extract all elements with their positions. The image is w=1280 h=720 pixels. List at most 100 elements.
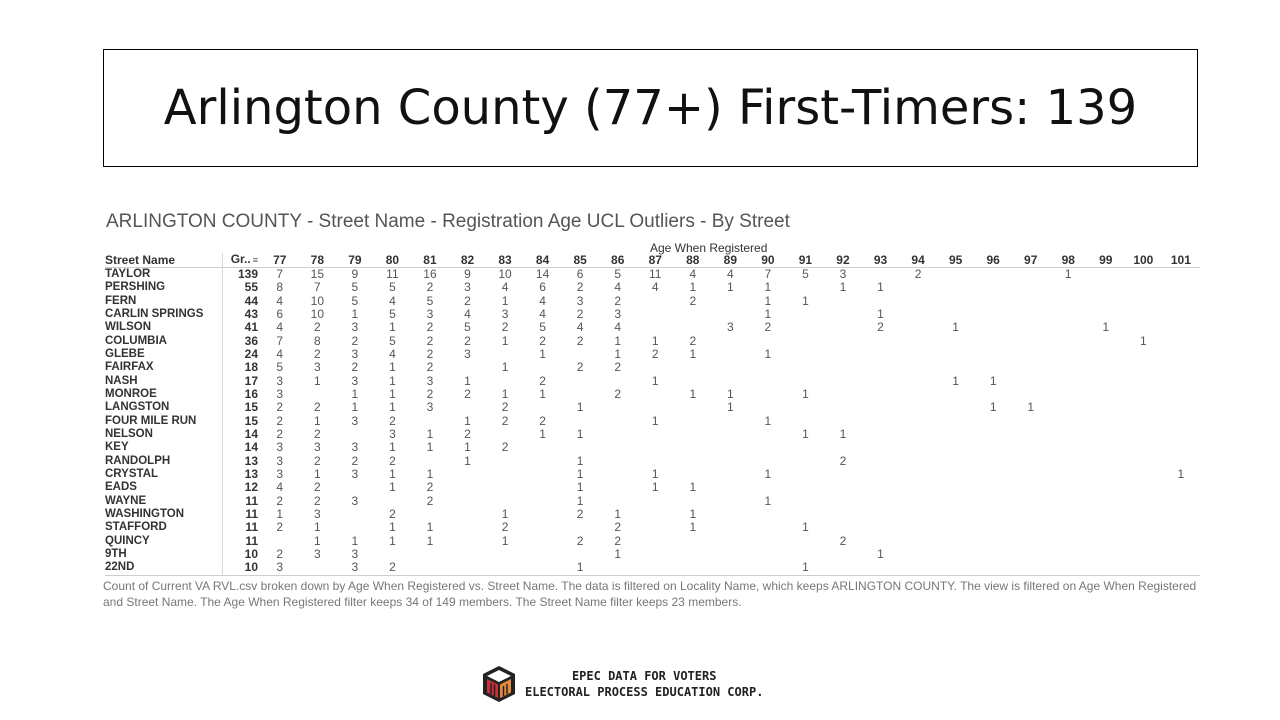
- street-name-cell[interactable]: PERSHING: [105, 281, 166, 294]
- age-header[interactable]: 95: [936, 253, 975, 268]
- street-name-cell[interactable]: COLUMBIA: [105, 334, 167, 347]
- table-row[interactable]: MONROE 16 3 1 1 2 2 1 1 2 1 1 1: [105, 387, 1200, 402]
- street-name-cell[interactable]: FAIRFAX: [105, 361, 154, 374]
- count-cell: [1125, 428, 1163, 441]
- street-name-cell[interactable]: MONROE: [105, 388, 157, 401]
- sort-icon[interactable]: ≡: [252, 255, 258, 265]
- street-name-cell[interactable]: NELSON: [105, 428, 153, 441]
- age-header[interactable]: 94: [899, 253, 937, 268]
- count-cell: 7: [313, 280, 321, 295]
- street-name-cell[interactable]: WAYNE: [105, 494, 147, 507]
- table-row[interactable]: NELSON 14 2 2 3 1 2 1 1 1 1: [105, 427, 1200, 442]
- count-cell: [1125, 308, 1163, 321]
- age-header[interactable]: 86: [598, 253, 637, 268]
- street-name-cell[interactable]: QUINCY: [105, 534, 150, 547]
- table-row[interactable]: FOUR MILE RUN 15 2 1 3 2 1 2 2 1 1: [105, 414, 1200, 428]
- age-header[interactable]: 96: [974, 253, 1012, 268]
- table-row[interactable]: WASHINGTON 11 1 3 2 1 2 1 1: [105, 507, 1200, 522]
- count-cell: [561, 441, 599, 454]
- street-name-cell[interactable]: TAYLOR: [105, 268, 151, 281]
- age-header[interactable]: 77: [261, 253, 299, 268]
- age-header[interactable]: 101: [1162, 253, 1200, 268]
- age-header[interactable]: 85: [561, 253, 599, 268]
- table-row[interactable]: CRYSTAL 13 3 1 3 1 1 1 1 1 1: [105, 467, 1200, 482]
- count-cell: 3: [351, 467, 359, 482]
- street-name-cell[interactable]: KEY: [105, 441, 129, 454]
- count-cell: 4: [576, 320, 584, 335]
- age-header[interactable]: 99: [1087, 253, 1125, 268]
- table-row[interactable]: STAFFORD 11 2 1 1 1 2 2 1 1: [105, 521, 1200, 535]
- table-row[interactable]: LANGSTON 15 2 2 1 1 3 2 1 1 1 1: [105, 401, 1200, 415]
- table-row[interactable]: WILSON 41 4 2 3 1 2 5 2 5 4 4 3 2 2 1 1: [105, 320, 1200, 335]
- table-row[interactable]: COLUMBIA 36 7 8 2 5 2 2 1 2 2 1 1 2 1: [105, 334, 1200, 348]
- count-cell: [787, 375, 825, 388]
- table-row[interactable]: QUINCY 11 1 1 1 1 1 2 2 2: [105, 534, 1200, 548]
- street-name-header[interactable]: Street Name: [105, 253, 223, 268]
- count-cell: [1049, 495, 1087, 508]
- count-cell: 2: [276, 547, 284, 562]
- street-name-cell[interactable]: WASHINGTON: [105, 508, 185, 521]
- count-cell: [974, 295, 1012, 308]
- count-cell: 2: [501, 320, 509, 335]
- count-cell: 1: [501, 293, 509, 308]
- age-header[interactable]: 98: [1049, 253, 1088, 268]
- count-cell: 1: [726, 280, 734, 295]
- street-name-cell[interactable]: EADS: [105, 481, 137, 494]
- street-name-cell[interactable]: RANDOLPH: [105, 454, 171, 467]
- table-row[interactable]: EADS 12 4 2 1 2 1 1 1: [105, 481, 1200, 495]
- table-row[interactable]: TAYLOR 139 7 15 9 11 16 9 10 14 6 5 11 4 4 7 5 3 2 1: [105, 267, 1200, 282]
- age-header[interactable]: 92: [824, 253, 862, 268]
- table-row[interactable]: FAIRFAX 18 5 3 2 1 2 1 2 2: [105, 361, 1200, 375]
- street-name-cell[interactable]: NASH: [105, 374, 138, 387]
- count-cell: 4: [614, 280, 622, 295]
- count-cell: [749, 521, 787, 534]
- table-row[interactable]: RANDOLPH 13 3 2 2 2 1 1 2: [105, 454, 1200, 468]
- count-cell: [599, 495, 637, 508]
- age-header[interactable]: 89: [711, 253, 750, 268]
- street-name-cell[interactable]: CRYSTAL: [105, 468, 159, 481]
- table-row[interactable]: GLEBE 24 4 2 3 4 2 3 1 1 2 1 1: [105, 347, 1200, 362]
- grand-total-cell: 41: [222, 321, 261, 335]
- count-cell: [1125, 361, 1163, 374]
- age-header[interactable]: 97: [1011, 253, 1050, 268]
- street-name-cell[interactable]: FERN: [105, 294, 137, 307]
- count-cell: [1162, 361, 1200, 374]
- street-name-cell[interactable]: 9TH: [105, 548, 127, 561]
- table-row[interactable]: PERSHING 55 8 7 5 5 2 3 4 6 2 4 4 1 1 1 1 1: [105, 280, 1200, 295]
- age-header[interactable]: 93: [861, 253, 900, 268]
- table-row[interactable]: NASH 17 3 1 3 1 3 1 2 1 1 1: [105, 374, 1200, 388]
- age-header[interactable]: 78: [298, 253, 337, 268]
- table-row[interactable]: WAYNE 11 2 2 3 2 1 1: [105, 494, 1200, 508]
- age-header[interactable]: 84: [523, 253, 562, 268]
- table-row[interactable]: 9TH 10 2 3 3 1 1: [105, 547, 1200, 562]
- count-cell: [787, 361, 825, 374]
- age-header[interactable]: 83: [486, 253, 524, 268]
- age-header[interactable]: 79: [336, 253, 374, 268]
- street-name-cell[interactable]: CARLIN SPRINGS: [105, 308, 204, 321]
- logo-line-2: ELECTORAL PROCESS EDUCATION CORP.: [525, 685, 764, 699]
- age-header[interactable]: 87: [636, 253, 675, 268]
- count-cell: [862, 415, 900, 428]
- age-header[interactable]: 82: [448, 253, 487, 268]
- count-cell: [787, 535, 825, 548]
- age-header[interactable]: 81: [411, 253, 449, 268]
- count-cell: [1012, 375, 1050, 388]
- age-header[interactable]: 100: [1124, 253, 1163, 268]
- street-name-cell[interactable]: FOUR MILE RUN: [105, 414, 197, 427]
- street-name-cell[interactable]: LANGSTON: [105, 401, 170, 414]
- table-row[interactable]: CARLIN SPRINGS 43 6 10 1 5 3 4 3 4 2 3 1 1: [105, 307, 1200, 322]
- table-row[interactable]: 22ND 10 3 3 2 1 1: [105, 561, 1200, 576]
- street-name-cell[interactable]: 22ND: [105, 561, 223, 576]
- age-header[interactable]: 88: [674, 253, 712, 268]
- age-header[interactable]: 90: [749, 253, 787, 268]
- grand-total-header[interactable]: Gr.. ≡: [222, 253, 261, 268]
- count-cell: 2: [576, 307, 584, 322]
- table-row[interactable]: KEY 14 3 3 3 1 1 1 2: [105, 441, 1200, 455]
- age-header[interactable]: 80: [373, 253, 412, 268]
- table-row[interactable]: FERN 44 4 10 5 4 5 2 1 4 3 2 2 1 1: [105, 293, 1200, 308]
- street-name-cell[interactable]: WILSON: [105, 321, 151, 334]
- street-name-cell[interactable]: GLEBE: [105, 348, 145, 361]
- age-header[interactable]: 91: [786, 253, 825, 268]
- street-name-cell[interactable]: STAFFORD: [105, 521, 167, 534]
- count-cell: 3: [614, 307, 622, 322]
